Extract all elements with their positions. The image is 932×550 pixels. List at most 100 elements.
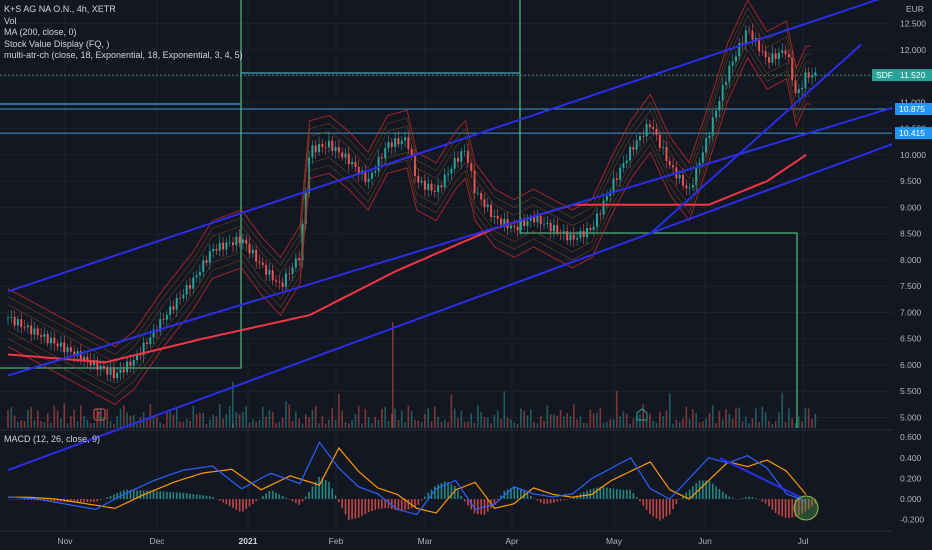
candle-body <box>238 236 241 244</box>
volume-bar <box>116 416 118 428</box>
volume-bar <box>238 414 241 428</box>
volume-bar <box>60 418 62 428</box>
volume-bar <box>619 416 621 428</box>
candle-body <box>784 50 787 55</box>
volume-bar <box>195 414 198 428</box>
macd-histogram-bar <box>477 499 479 515</box>
candle-body <box>698 162 701 168</box>
candle-body <box>470 162 473 171</box>
macd-histogram-bar <box>784 499 787 518</box>
volume-bar <box>516 423 519 428</box>
macd-histogram-bar <box>804 499 807 512</box>
candle-body <box>394 138 397 148</box>
candle-body <box>251 250 254 254</box>
macd-tick: 0.600 <box>900 432 922 442</box>
macd-histogram-bar <box>526 493 529 500</box>
volume-bar <box>781 392 784 428</box>
macd-histogram-bar <box>791 499 793 518</box>
candle-body <box>23 326 26 328</box>
atr-band <box>7 56 811 406</box>
volume-bar <box>506 417 509 428</box>
time-tick: Nov <box>57 536 73 546</box>
volume-bar <box>30 407 32 428</box>
macd-histogram-bar <box>199 494 201 500</box>
volume-bar <box>685 406 688 428</box>
volume-bar <box>311 410 314 428</box>
macd-histogram-bar <box>652 499 655 517</box>
macd-histogram-bar <box>33 499 36 501</box>
macd-histogram-bar <box>252 499 254 504</box>
macd-histogram-bar <box>407 499 410 510</box>
candle-body <box>648 124 651 128</box>
volume-bar <box>682 418 684 428</box>
candle-body <box>13 316 16 326</box>
macd-histogram-bar <box>146 490 148 500</box>
macd-histogram-bar <box>748 496 750 500</box>
volume-bar <box>218 404 221 428</box>
candle-body <box>129 361 132 366</box>
candle-body <box>89 360 92 366</box>
macd-histogram-bar <box>83 499 85 503</box>
volume-bar <box>33 420 36 428</box>
volume-bar <box>768 420 770 428</box>
time-tick: Jun <box>698 536 712 546</box>
legend-symbol[interactable]: K+S AG NA O.N., 4h, XETR <box>4 4 116 14</box>
macd-histogram-bar <box>778 499 780 516</box>
volume-bar <box>430 421 433 428</box>
candle-body <box>519 220 522 231</box>
sdf-tag-label: SDF <box>876 70 893 80</box>
macd-histogram-bar <box>387 499 390 509</box>
time-axis: Nov Dec 2021 Feb Mar Apr May Jun Jul <box>57 536 808 546</box>
candle-body <box>222 242 225 250</box>
candle-body <box>672 165 675 168</box>
price-tick: 12.000 <box>900 45 926 55</box>
macd-histogram-bar <box>162 491 165 500</box>
volume-bar <box>344 421 347 428</box>
macd-histogram-bar <box>205 495 208 500</box>
candle-body <box>546 222 549 224</box>
legend-ma[interactable]: MA (200, close, 0) <box>4 27 77 37</box>
volume-bar <box>589 409 592 428</box>
legend-atr[interactable]: multi-atr-ch (close, 18, Exponential, 18… <box>4 50 243 60</box>
macd-histogram-bar <box>596 487 598 500</box>
volume-bar <box>596 412 598 428</box>
volume-bar <box>295 411 297 428</box>
macd-histogram-bar <box>506 489 509 500</box>
legend-vol[interactable]: Vol <box>4 15 17 26</box>
macd-histogram-bar <box>440 482 443 500</box>
macd-histogram-bar <box>384 499 387 509</box>
macd-histogram-bar <box>639 499 641 502</box>
volume-bar <box>665 410 668 428</box>
volume-bar <box>573 404 575 428</box>
candle-body <box>430 183 433 191</box>
volume-bar <box>639 414 641 428</box>
time-tick: May <box>606 536 623 546</box>
macd-legend[interactable]: MACD (12, 26, close, 9) <box>4 434 101 444</box>
volume-bar <box>387 420 390 428</box>
candle-body <box>655 128 658 135</box>
macd-histogram-bar <box>166 491 168 500</box>
macd-histogram-bar <box>149 490 152 500</box>
candle-body <box>364 170 367 182</box>
volume-bar <box>212 414 214 428</box>
macd-histogram-bar <box>139 490 142 500</box>
volume-bar <box>338 393 340 428</box>
candle-body <box>791 57 794 81</box>
chart-legend: K+S AG NA O.N., 4h, XETR Vol MA (200, cl… <box>4 4 243 62</box>
volume-bar <box>318 423 320 428</box>
candle-body <box>509 225 512 229</box>
macd-histogram-bar <box>771 499 774 510</box>
legend-svd[interactable]: Stock Value Display (FQ, ) <box>4 38 110 49</box>
macd-histogram-bar <box>622 489 625 500</box>
sdf-tag-value: 11.520 <box>900 70 926 80</box>
volume-bar <box>496 410 499 428</box>
candle-body <box>718 101 721 111</box>
volume-bar <box>46 413 49 428</box>
candle-body <box>516 226 519 231</box>
volume-bar <box>175 407 178 428</box>
volume-bar <box>268 410 271 428</box>
candle-body <box>99 366 102 370</box>
candle-body <box>281 282 284 287</box>
volume-bar <box>659 411 661 428</box>
